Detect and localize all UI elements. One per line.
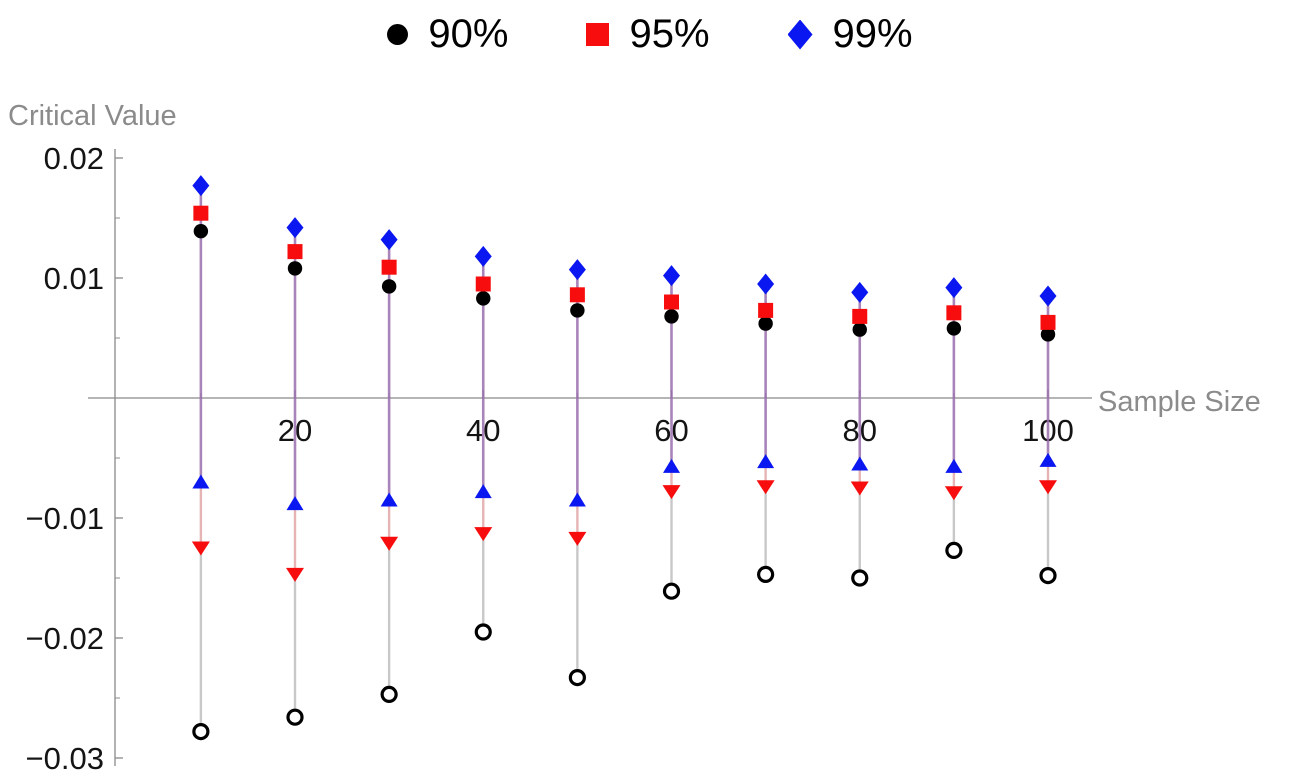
filled-triangle-up-marker — [568, 492, 586, 507]
y-tick-label: −0.03 — [26, 741, 104, 776]
filled-circle-marker — [570, 303, 585, 318]
legend-label-99: 99% — [832, 12, 913, 56]
filled-circle-marker — [852, 322, 867, 337]
filled-triangle-up-marker — [757, 454, 775, 469]
filled-circle-marker — [381, 279, 397, 294]
filled-square-marker — [664, 294, 679, 310]
filled-triangle-up-marker — [192, 474, 210, 489]
filled-square-icon — [586, 23, 610, 46]
y-tick-label: 0.02 — [44, 141, 104, 176]
open-circle-marker — [757, 565, 775, 584]
open-circle-marker — [380, 685, 398, 704]
filled-square-marker — [193, 205, 209, 221]
filled-circle-icon — [387, 24, 409, 45]
filled-circle-marker — [287, 261, 303, 276]
filled-diamond-marker — [1039, 285, 1057, 307]
filled-circle-marker — [1040, 327, 1056, 342]
filled-square-marker — [758, 302, 774, 318]
filled-triangle-up-marker — [286, 496, 304, 511]
filled-circle-marker — [193, 224, 209, 239]
filled-triangle-up-marker — [1039, 452, 1057, 467]
filled-triangle-up-marker — [851, 456, 869, 471]
filled-diamond-marker — [757, 273, 775, 295]
filled-triangle-down-marker — [474, 527, 493, 542]
filled-square-marker — [852, 308, 868, 324]
series-99-upper — [192, 175, 1057, 307]
open-circle-marker — [286, 708, 304, 726]
filled-diamond-marker — [286, 217, 304, 239]
legend-item-95: 95% — [586, 12, 710, 57]
filled-triangle-up-marker — [380, 492, 398, 507]
filled-triangle-down-marker — [286, 567, 304, 582]
y-axis-title: Critical Value — [8, 100, 177, 132]
y-tick-label: 0.01 — [44, 261, 104, 296]
open-circle-marker — [945, 541, 963, 560]
filled-triangle-down-marker — [850, 481, 869, 496]
series-95-lower — [191, 480, 1057, 582]
filled-diamond-marker — [851, 281, 869, 303]
filled-circle-marker — [946, 321, 962, 336]
filled-triangle-down-marker — [1039, 480, 1057, 495]
legend-label-90: 90% — [428, 12, 509, 56]
open-circle-marker — [568, 668, 586, 687]
filled-triangle-up-marker — [474, 484, 492, 499]
open-circle-marker — [192, 722, 210, 741]
filled-square-marker — [946, 305, 962, 321]
filled-square-marker — [287, 244, 303, 260]
y-tick-label: −0.02 — [26, 621, 104, 656]
open-circle-marker — [851, 569, 869, 587]
filled-triangle-down-marker — [756, 480, 775, 495]
filled-triangle-down-marker — [191, 541, 210, 556]
series-90-lower — [192, 541, 1057, 741]
filled-square-marker — [569, 287, 585, 303]
filled-diamond-marker — [474, 245, 492, 267]
filled-circle-marker — [476, 291, 491, 306]
open-circle-marker — [1039, 566, 1057, 585]
open-circle-marker — [662, 582, 681, 600]
filled-triangle-up-marker — [663, 458, 680, 473]
legend-item-99: 99% — [787, 12, 913, 57]
filled-diamond-marker — [568, 259, 586, 281]
filled-diamond-marker — [192, 175, 210, 197]
filled-square-marker — [1040, 314, 1056, 330]
legend-label-95: 95% — [629, 12, 710, 56]
filled-diamond-marker — [945, 277, 963, 299]
filled-square-marker — [381, 259, 397, 275]
series-90-upper — [193, 224, 1056, 342]
series-99-lower — [192, 452, 1057, 511]
filled-diamond-icon — [787, 19, 813, 50]
filled-triangle-down-marker — [568, 531, 587, 546]
legend-item-90: 90% — [387, 12, 508, 57]
filled-triangle-down-marker — [944, 486, 963, 501]
filled-triangle-down-marker — [662, 485, 681, 500]
series-95-upper — [193, 205, 1056, 330]
filled-triangle-down-marker — [380, 536, 399, 551]
filled-square-marker — [475, 276, 491, 292]
filled-diamond-marker — [663, 265, 680, 287]
filled-circle-marker — [758, 316, 773, 331]
y-tick-label: −0.01 — [26, 501, 104, 536]
x-axis-title: Sample Size — [1098, 386, 1261, 418]
filled-circle-marker — [664, 309, 679, 324]
open-circle-marker — [474, 623, 492, 641]
filled-triangle-up-marker — [945, 458, 963, 473]
legend: 90% 95% 99% — [0, 12, 1300, 57]
filled-diamond-marker — [380, 229, 398, 251]
